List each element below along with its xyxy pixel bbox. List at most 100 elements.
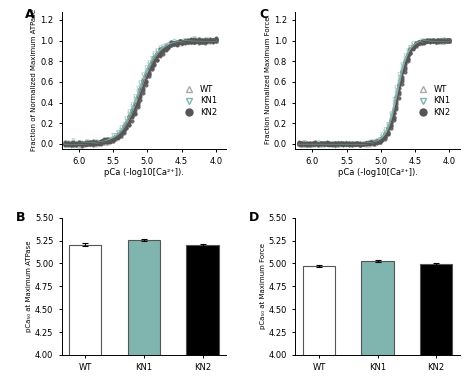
Point [373, 139, 381, 145]
Point [311, 140, 319, 146]
Point [131, 110, 139, 116]
Point [410, 41, 417, 48]
Point [111, 134, 119, 140]
Point [64, 141, 72, 147]
Point [390, 110, 397, 117]
Point [198, 37, 206, 43]
Point [387, 113, 395, 119]
Point [173, 40, 181, 46]
Point [345, 141, 353, 147]
Point [379, 131, 386, 138]
Point [339, 141, 347, 147]
Point [64, 142, 72, 148]
Point [182, 39, 189, 45]
Point [440, 37, 448, 44]
Point [67, 140, 74, 146]
Point [111, 135, 119, 141]
Point [148, 66, 155, 72]
Point [345, 141, 353, 147]
Point [390, 106, 397, 112]
Point [435, 37, 442, 43]
Point [184, 36, 191, 43]
Point [432, 39, 439, 46]
Point [190, 38, 197, 44]
Point [301, 140, 308, 146]
Point [435, 38, 442, 44]
Point [198, 39, 206, 45]
Point [83, 141, 91, 147]
Point [170, 41, 178, 48]
Point [70, 141, 77, 147]
Point [440, 38, 448, 44]
Point [432, 37, 439, 44]
Point [86, 140, 94, 147]
Point [123, 121, 130, 127]
Point [92, 139, 100, 145]
Point [404, 53, 411, 60]
Point [95, 139, 102, 145]
Point [187, 39, 194, 45]
Point [432, 37, 439, 44]
Point [345, 140, 353, 147]
Point [137, 94, 144, 100]
Point [309, 141, 317, 147]
Point [303, 142, 311, 148]
Point [320, 140, 328, 146]
Point [328, 140, 336, 146]
Point [331, 142, 339, 148]
Point [301, 142, 308, 148]
Point [418, 38, 425, 44]
Point [137, 86, 144, 92]
Point [365, 139, 372, 145]
Point [362, 140, 370, 146]
Point [354, 141, 361, 147]
Point [390, 115, 397, 121]
Point [390, 113, 397, 120]
Point [331, 142, 339, 148]
Point [173, 41, 181, 47]
Point [92, 139, 100, 145]
Point [432, 38, 439, 44]
Point [120, 128, 128, 134]
Point [295, 140, 302, 147]
Point [106, 137, 114, 143]
Point [365, 139, 372, 145]
Point [298, 140, 305, 146]
Point [395, 91, 403, 98]
Point [176, 38, 183, 44]
Point [443, 37, 450, 44]
Point [89, 140, 97, 147]
Point [354, 141, 361, 147]
Point [109, 136, 116, 143]
Point [210, 36, 217, 43]
Point [382, 133, 389, 140]
Point [114, 128, 122, 135]
Point [212, 37, 219, 43]
Point [342, 140, 350, 147]
Point [114, 132, 122, 138]
Point [328, 141, 336, 147]
Point [317, 141, 325, 147]
Point [356, 140, 364, 147]
Point [61, 140, 69, 146]
Point [345, 141, 353, 147]
Point [384, 129, 392, 135]
Point [201, 37, 209, 44]
Point [311, 141, 319, 147]
Point [114, 129, 122, 135]
Point [443, 38, 450, 44]
Point [438, 38, 445, 44]
Point [382, 131, 389, 138]
Point [159, 45, 166, 51]
Point [339, 140, 347, 147]
Point [126, 115, 133, 121]
Point [109, 137, 116, 144]
Point [179, 39, 186, 46]
Point [367, 140, 375, 146]
Point [198, 37, 206, 43]
Point [320, 140, 328, 147]
Point [92, 139, 100, 145]
Point [120, 121, 128, 127]
Point [301, 141, 308, 147]
Point [111, 134, 119, 140]
